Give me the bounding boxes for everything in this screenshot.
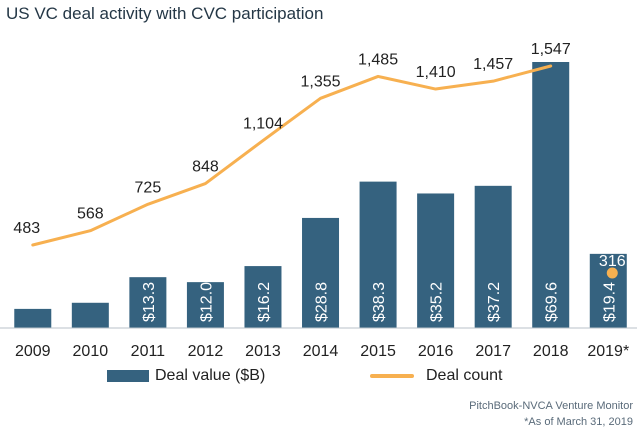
x-tick-label: 2019* bbox=[587, 343, 629, 360]
x-tick-label: 2016 bbox=[418, 343, 454, 360]
line-deal-count bbox=[31, 64, 553, 247]
source-footnote: *As of March 31, 2019 bbox=[524, 416, 633, 428]
point-value-label: 316 bbox=[599, 253, 626, 270]
line-value-label: 1,547 bbox=[531, 41, 571, 58]
legend-swatch-deal-count bbox=[370, 374, 414, 378]
bar-value-label: $37.2 bbox=[486, 282, 503, 322]
bar-deal-value bbox=[474, 185, 512, 328]
x-tick-label: 2014 bbox=[303, 343, 339, 360]
line-value-label: 1,410 bbox=[416, 64, 456, 81]
source-note: PitchBook-NVCA Venture Monitor *As of Ma… bbox=[469, 398, 633, 430]
bar-value-label: $38.3 bbox=[371, 282, 388, 322]
line-value-label: 1,104 bbox=[243, 116, 283, 133]
x-tick-label: 2009 bbox=[15, 343, 51, 360]
line-value-label: 483 bbox=[13, 220, 40, 237]
x-tick-label: 2017 bbox=[475, 343, 511, 360]
point-deal-count-2019 bbox=[606, 267, 618, 279]
bar-deal-value bbox=[14, 308, 52, 328]
bar-deal-value bbox=[186, 282, 224, 328]
bar-deal-value bbox=[359, 181, 397, 328]
bar-value-label: $35.2 bbox=[429, 282, 446, 322]
source-line: PitchBook-NVCA Venture Monitor bbox=[469, 400, 633, 412]
bar-deal-value bbox=[589, 253, 627, 328]
bar-deal-value bbox=[129, 277, 167, 328]
line-value-label: 1,485 bbox=[358, 51, 398, 68]
x-tick-label: 2015 bbox=[360, 343, 396, 360]
bar-value-label: $16.2 bbox=[256, 282, 273, 322]
bar-value-label: $19.4 bbox=[601, 282, 618, 322]
legend-label-deal-value: Deal value ($B) bbox=[155, 367, 266, 384]
legend-swatch-deal-value bbox=[107, 370, 149, 382]
bar-deal-value bbox=[302, 217, 340, 328]
x-tick-label: 2013 bbox=[245, 343, 281, 360]
x-tick-label: 2010 bbox=[73, 343, 109, 360]
bar-deal-value bbox=[244, 266, 282, 328]
bar-deal-value bbox=[417, 193, 455, 328]
legend-label-deal-count: Deal count bbox=[426, 367, 503, 384]
chart-title: US VC deal activity with CVC participati… bbox=[6, 4, 324, 23]
bar-value-label: $28.8 bbox=[314, 282, 331, 322]
x-tick-label: 2011 bbox=[131, 343, 166, 360]
line-value-label: 1,457 bbox=[473, 56, 513, 73]
bar-deal-value bbox=[71, 302, 109, 328]
bar-value-label: $12.0 bbox=[198, 282, 215, 322]
line-value-label: 848 bbox=[192, 159, 219, 176]
x-tick-label: 2012 bbox=[188, 343, 224, 360]
x-tick-label: 2018 bbox=[533, 343, 569, 360]
legend-item-deal-value: Deal value ($B) bbox=[107, 367, 265, 385]
bar-deal-value bbox=[532, 62, 570, 328]
legend-item-deal-count: Deal count bbox=[370, 367, 503, 385]
line-value-label: 1,355 bbox=[301, 73, 341, 90]
line-value-label: 568 bbox=[77, 206, 104, 223]
bar-value-label: $13.3 bbox=[141, 282, 158, 322]
bar-value-label: $69.6 bbox=[544, 282, 561, 322]
line-value-label: 725 bbox=[135, 179, 162, 196]
